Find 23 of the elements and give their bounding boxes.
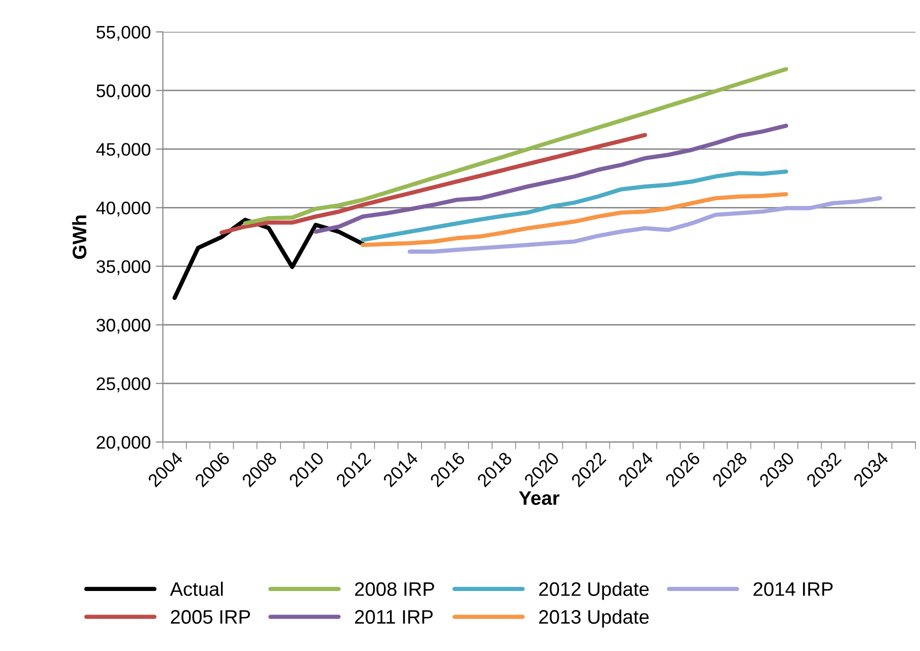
- legend-label: 2008 IRP: [355, 582, 434, 596]
- x-axis-title: Year: [518, 491, 560, 505]
- legend-label: 2012 Update: [539, 582, 649, 600]
- legend-label: 2014 IRP: [754, 582, 833, 596]
- legend-label: 2013 Update: [539, 610, 649, 628]
- line-series: [314, 124, 788, 234]
- legend-label: 2011 IRP: [355, 610, 433, 624]
- y-tick-label: 20,000: [96, 436, 150, 451]
- y-tick-label: 30,000: [96, 318, 150, 334]
- legend-label: 2005 IRP: [170, 610, 250, 624]
- line-series: [408, 196, 882, 254]
- line-series: [360, 169, 788, 242]
- line-series: [243, 67, 788, 226]
- line-series: [220, 132, 648, 235]
- y-tick-label: 50,000: [96, 84, 150, 100]
- y-axis-title: GWh: [72, 215, 86, 259]
- legend-label: Actual: [170, 582, 223, 596]
- y-tick-label: 25,000: [96, 377, 150, 392]
- y-tick-label: 55,000: [96, 26, 150, 41]
- y-tick-label: 45,000: [96, 143, 150, 158]
- line-series: [360, 192, 788, 248]
- y-tick-label: 40,000: [96, 202, 150, 217]
- y-tick-label: 35,000: [96, 260, 150, 276]
